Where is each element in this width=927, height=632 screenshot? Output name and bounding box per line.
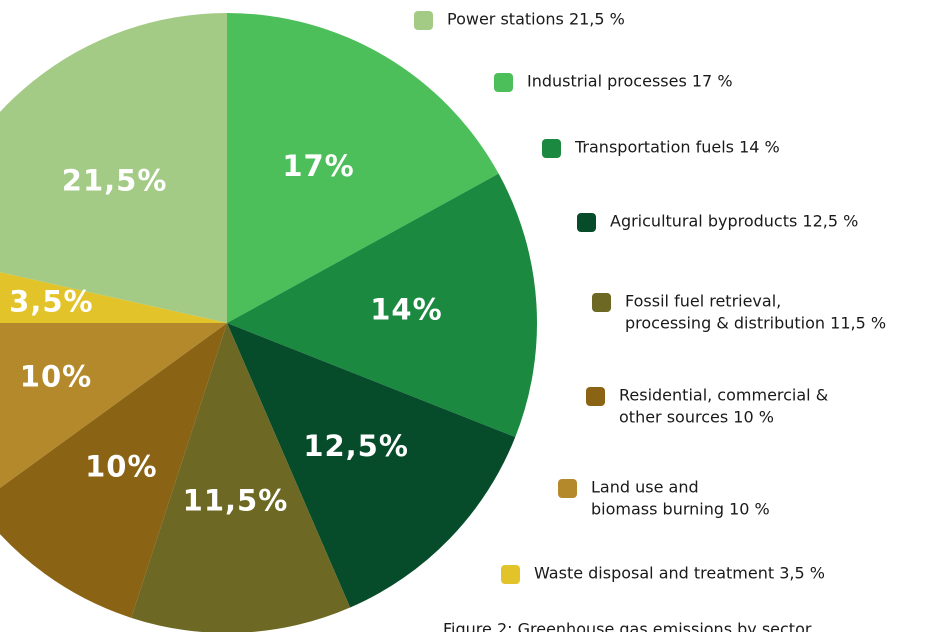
legend-text: Waste disposal and treatment 3,5 % [534,564,825,583]
slice [0,272,227,323]
legend-swatch [577,213,596,232]
legend-text: Residential, commercial & [619,386,828,405]
legend-text: Power stations 21,5 % [447,10,625,29]
legend-swatch [414,11,433,30]
slice-label: 21,5% [62,164,168,198]
slice-label: 10% [20,360,92,394]
legend-swatch [501,565,520,584]
legend-text: Industrial processes 17 % [527,72,733,91]
slice-labels: 21,5% 17% 14% 12,5% 11,5% 10% 10% 3,5% [9,149,442,518]
slice-label: 3,5% [9,285,93,319]
slice [227,323,516,608]
legend-swatch [586,387,605,406]
slice [0,323,227,488]
legend-text: processing & distribution 11,5 % [625,314,886,333]
slice-label: 10% [85,449,157,483]
legend: Power stations 21,5 % Industrial processe… [414,10,886,584]
slice [131,323,351,632]
legend-swatch [542,139,561,158]
pie [0,13,537,632]
caption: Figure 2: Greenhouse gas emissions by se… [443,620,812,632]
slice [227,13,499,323]
legend-swatch [592,293,611,312]
legend-text: Land use and [591,478,699,497]
slice-label: 12,5% [303,429,409,463]
legend-text: Transportation fuels 14 % [574,138,780,157]
slice-label: 11,5% [183,484,289,518]
legend-text: Agricultural byproducts 12,5 % [610,212,858,231]
slice [0,323,227,618]
slice [227,173,537,438]
slice [0,13,227,323]
legend-text: other sources 10 % [619,408,774,427]
legend-swatch [558,479,577,498]
legend-text: biomass burning 10 % [591,500,770,519]
legend-text: Fossil fuel retrieval, [625,292,781,311]
legend-swatch [494,73,513,92]
slice-label: 14% [370,293,442,327]
slice-label: 17% [282,149,354,183]
